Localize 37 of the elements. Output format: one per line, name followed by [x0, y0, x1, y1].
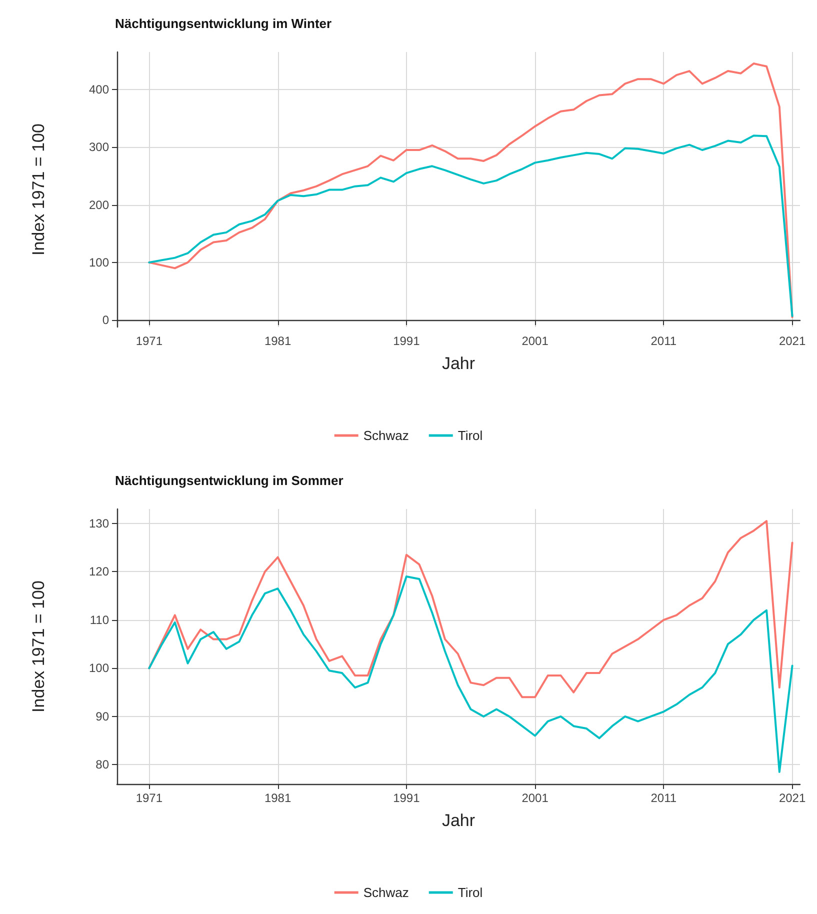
x-tick-label: 2021: [778, 791, 806, 805]
y-tick-label: 90: [96, 709, 110, 724]
y-tick-label: 0: [102, 313, 110, 328]
x-tick-label: 2021: [778, 334, 806, 348]
x-tick-label: 1981: [264, 791, 292, 805]
legend-label: Schwaz: [363, 428, 409, 443]
y-tick-label: 100: [88, 255, 110, 270]
legend-label: Schwaz: [363, 885, 409, 900]
legend-label: Tirol: [458, 885, 483, 900]
line-series: [148, 576, 794, 773]
y-tick-label: 110: [90, 612, 110, 627]
x-tick-label: 2011: [650, 791, 677, 805]
x-axis-title: Jahr: [442, 354, 476, 373]
line-series: [148, 134, 794, 318]
x-tick-label: 1991: [393, 334, 420, 348]
legend-label: Tirol: [458, 428, 483, 443]
x-tick-label: 1971: [136, 791, 163, 805]
y-tick-label: 400: [88, 82, 110, 96]
y-tick-label: 100: [88, 661, 110, 676]
x-tick-label: 2011: [650, 334, 677, 348]
x-tick-label: 2001: [522, 334, 549, 348]
chart-title: Nächtigungsentwicklung im Winter: [115, 16, 332, 31]
y-tick-label: 130: [88, 516, 110, 530]
y-tick-label: 80: [96, 758, 110, 772]
x-tick-label: 1971: [136, 334, 163, 348]
x-tick-label: 1991: [393, 791, 420, 805]
line-series: [148, 62, 794, 318]
y-tick-label: 200: [88, 198, 110, 212]
line-series: [148, 520, 794, 698]
x-tick-label: 2001: [522, 791, 549, 805]
y-tick-label: 300: [88, 140, 110, 154]
y-axis-title: Index 1971 = 100: [29, 580, 48, 712]
y-tick-label: 120: [88, 564, 110, 579]
chart-title: Nächtigungsentwicklung im Sommer: [115, 473, 344, 488]
x-axis-title: Jahr: [442, 811, 476, 830]
x-tick-label: 1981: [264, 334, 292, 348]
y-axis-title: Index 1971 = 100: [29, 124, 48, 256]
